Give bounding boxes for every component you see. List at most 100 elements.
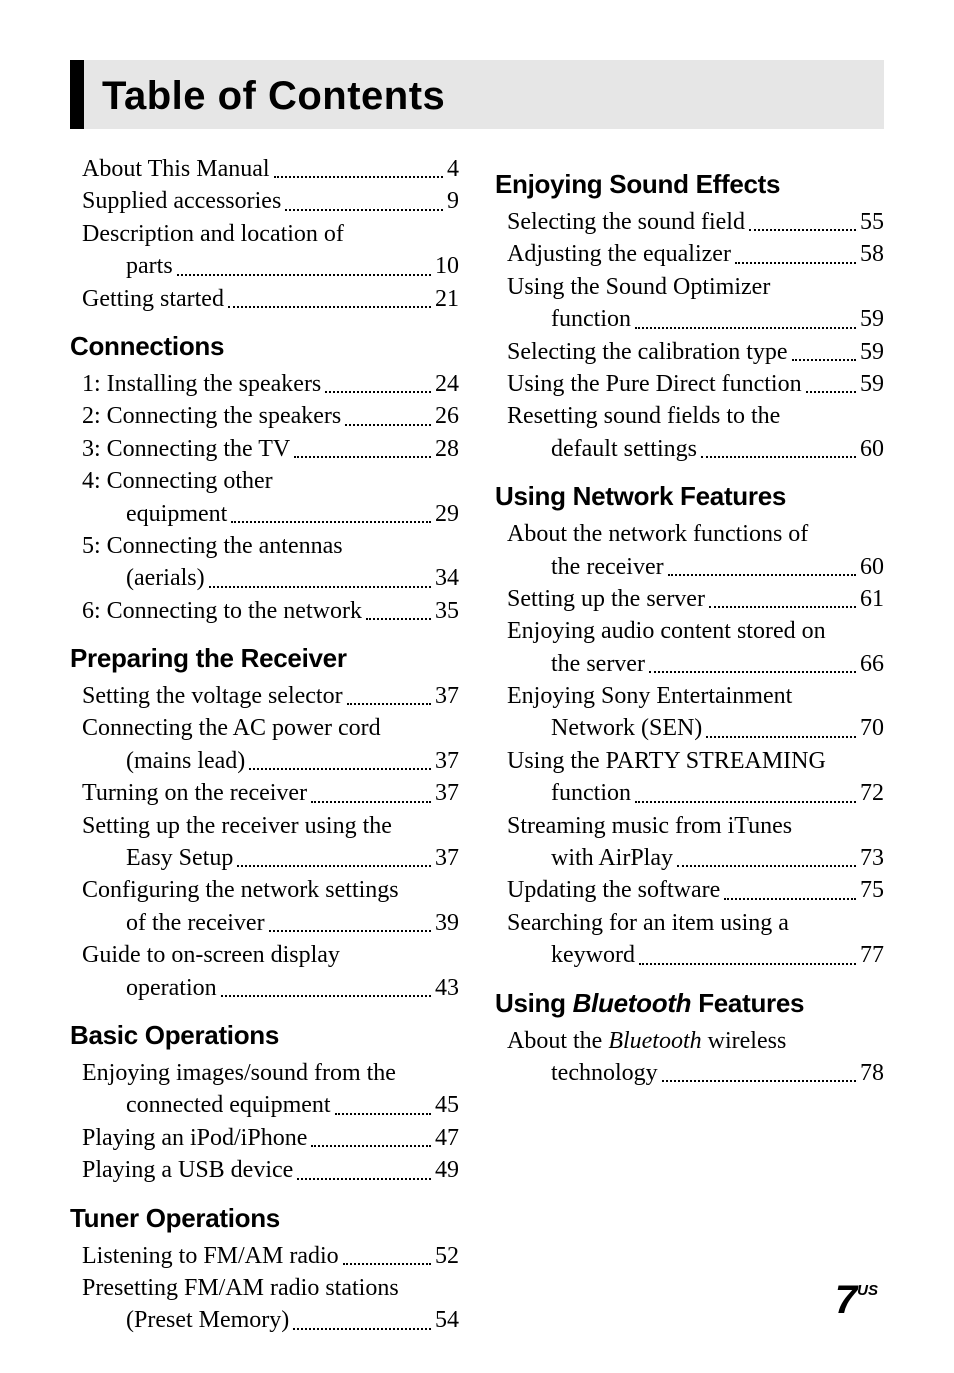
toc-text: Searching for an item using a [507, 907, 789, 939]
toc-page: 39 [435, 907, 459, 939]
toc-text: Selecting the calibration type [507, 336, 788, 368]
toc-text: (Preset Memory) [126, 1304, 289, 1336]
toc-entry: default settings60 [507, 433, 884, 465]
toc-dots [335, 1113, 431, 1115]
toc-entry: Turning on the receiver37 [82, 777, 459, 809]
toc-text: Updating the software [507, 874, 720, 906]
toc-text: Presetting FM/AM radio stations [82, 1272, 399, 1304]
toc-entry: parts10 [82, 250, 459, 282]
toc-entry: About the network functions of [507, 518, 884, 550]
toc-entry: (Preset Memory)54 [82, 1304, 459, 1336]
toc-dots [345, 424, 431, 426]
toc-entry: keyword77 [507, 939, 884, 971]
section-entries: Enjoying images/sound from theconnected … [70, 1057, 459, 1187]
toc-text: 2: Connecting the speakers [82, 400, 341, 432]
toc-entry: Enjoying Sony Entertainment [507, 680, 884, 712]
toc-entry: equipment 29 [82, 498, 459, 530]
title-bar: Table of Contents [70, 60, 884, 129]
toc-text: default settings [551, 433, 697, 465]
toc-entry: function72 [507, 777, 884, 809]
toc-page: 29 [435, 498, 459, 530]
section-entries: About the network functions ofthe receiv… [495, 518, 884, 971]
toc-page: 60 [860, 551, 884, 583]
toc-entry: 2: Connecting the speakers26 [82, 400, 459, 432]
toc-page: 70 [860, 712, 884, 744]
toc-entry: Getting started21 [82, 283, 459, 315]
toc-text: Playing an iPod/iPhone [82, 1122, 307, 1154]
content-columns: About This Manual4Supplied accessories9D… [70, 153, 884, 1337]
toc-page: 77 [860, 939, 884, 971]
section-heading: Using Network Features [495, 481, 884, 512]
toc-page: 73 [860, 842, 884, 874]
section-entries: About This Manual4Supplied accessories9D… [70, 153, 459, 315]
toc-dots [274, 176, 443, 178]
toc-dots [735, 262, 856, 264]
toc-dots [297, 1178, 431, 1180]
toc-entry: 4: Connecting other [82, 465, 459, 497]
toc-dots [724, 898, 856, 900]
toc-page: 9 [447, 185, 459, 217]
toc-dots [343, 1263, 431, 1265]
toc-page: 37 [435, 745, 459, 777]
toc-entry: (aerials)34 [82, 562, 459, 594]
toc-entry: Enjoying audio content stored on [507, 615, 884, 647]
toc-dots [311, 801, 431, 803]
section-entries: 1: Installing the speakers242: Connectin… [70, 368, 459, 627]
toc-entry: function59 [507, 303, 884, 335]
toc-page: 45 [435, 1089, 459, 1121]
toc-entry: Using the Pure Direct function59 [507, 368, 884, 400]
toc-page: 59 [860, 303, 884, 335]
toc-text: Using the PARTY STREAMING [507, 745, 826, 777]
toc-page: 58 [860, 238, 884, 270]
toc-entry: About the Bluetooth wireless [507, 1025, 884, 1057]
section-entries: Selecting the sound field55Adjusting the… [495, 206, 884, 465]
toc-page: 72 [860, 777, 884, 809]
toc-dots [269, 930, 431, 932]
toc-text: About the Bluetooth wireless [507, 1025, 786, 1057]
toc-text: Using the Pure Direct function [507, 368, 802, 400]
toc-text: Enjoying images/sound from the [82, 1057, 396, 1089]
toc-dots [285, 209, 443, 211]
toc-text: parts [126, 250, 173, 282]
right-column: Enjoying Sound Effects Selecting the soun… [495, 153, 884, 1337]
toc-entry: with AirPlay73 [507, 842, 884, 874]
left-column: About This Manual4Supplied accessories9D… [70, 153, 459, 1337]
toc-entry: About This Manual 4 [82, 153, 459, 185]
toc-text: About This Manual [82, 153, 270, 185]
toc-entry: the receiver60 [507, 551, 884, 583]
toc-text: equipment [126, 498, 227, 530]
toc-entry: Description and location of [82, 218, 459, 250]
toc-page: 61 [860, 583, 884, 615]
section-heading: Enjoying Sound Effects [495, 169, 884, 200]
toc-page: 55 [860, 206, 884, 238]
toc-dots [649, 671, 856, 673]
toc-text: Listening to FM/AM radio [82, 1240, 339, 1272]
toc-dots [635, 801, 856, 803]
toc-text: technology [551, 1057, 658, 1089]
toc-entry: Configuring the network settings [82, 874, 459, 906]
toc-text: Playing a USB device [82, 1154, 293, 1186]
section-entries: Setting the voltage selector37Connecting… [70, 680, 459, 1004]
toc-dots [749, 229, 856, 231]
toc-entry: technology78 [507, 1057, 884, 1089]
section-heading: Preparing the Receiver [70, 643, 459, 674]
toc-entry: Selecting the sound field55 [507, 206, 884, 238]
toc-text: Network (SEN) [551, 712, 702, 744]
toc-dots [325, 391, 431, 393]
toc-dots [706, 736, 856, 738]
toc-text: connected equipment [126, 1089, 331, 1121]
section-heading: Tuner Operations [70, 1203, 459, 1234]
toc-text: Enjoying audio content stored on [507, 615, 826, 647]
toc-entry: Updating the software75 [507, 874, 884, 906]
toc-entry: connected equipment 45 [82, 1089, 459, 1121]
page-number-value: 7 [835, 1278, 857, 1322]
toc-text: (aerials) [126, 562, 205, 594]
toc-text: 1: Installing the speakers [82, 368, 321, 400]
toc-page: 4 [447, 153, 459, 185]
page-number: 7US [835, 1278, 878, 1323]
toc-dots [701, 456, 856, 458]
toc-text: Getting started [82, 283, 224, 315]
toc-text: Using the Sound Optimizer [507, 271, 770, 303]
toc-dots [228, 306, 431, 308]
page-number-suffix: US [857, 1282, 878, 1299]
